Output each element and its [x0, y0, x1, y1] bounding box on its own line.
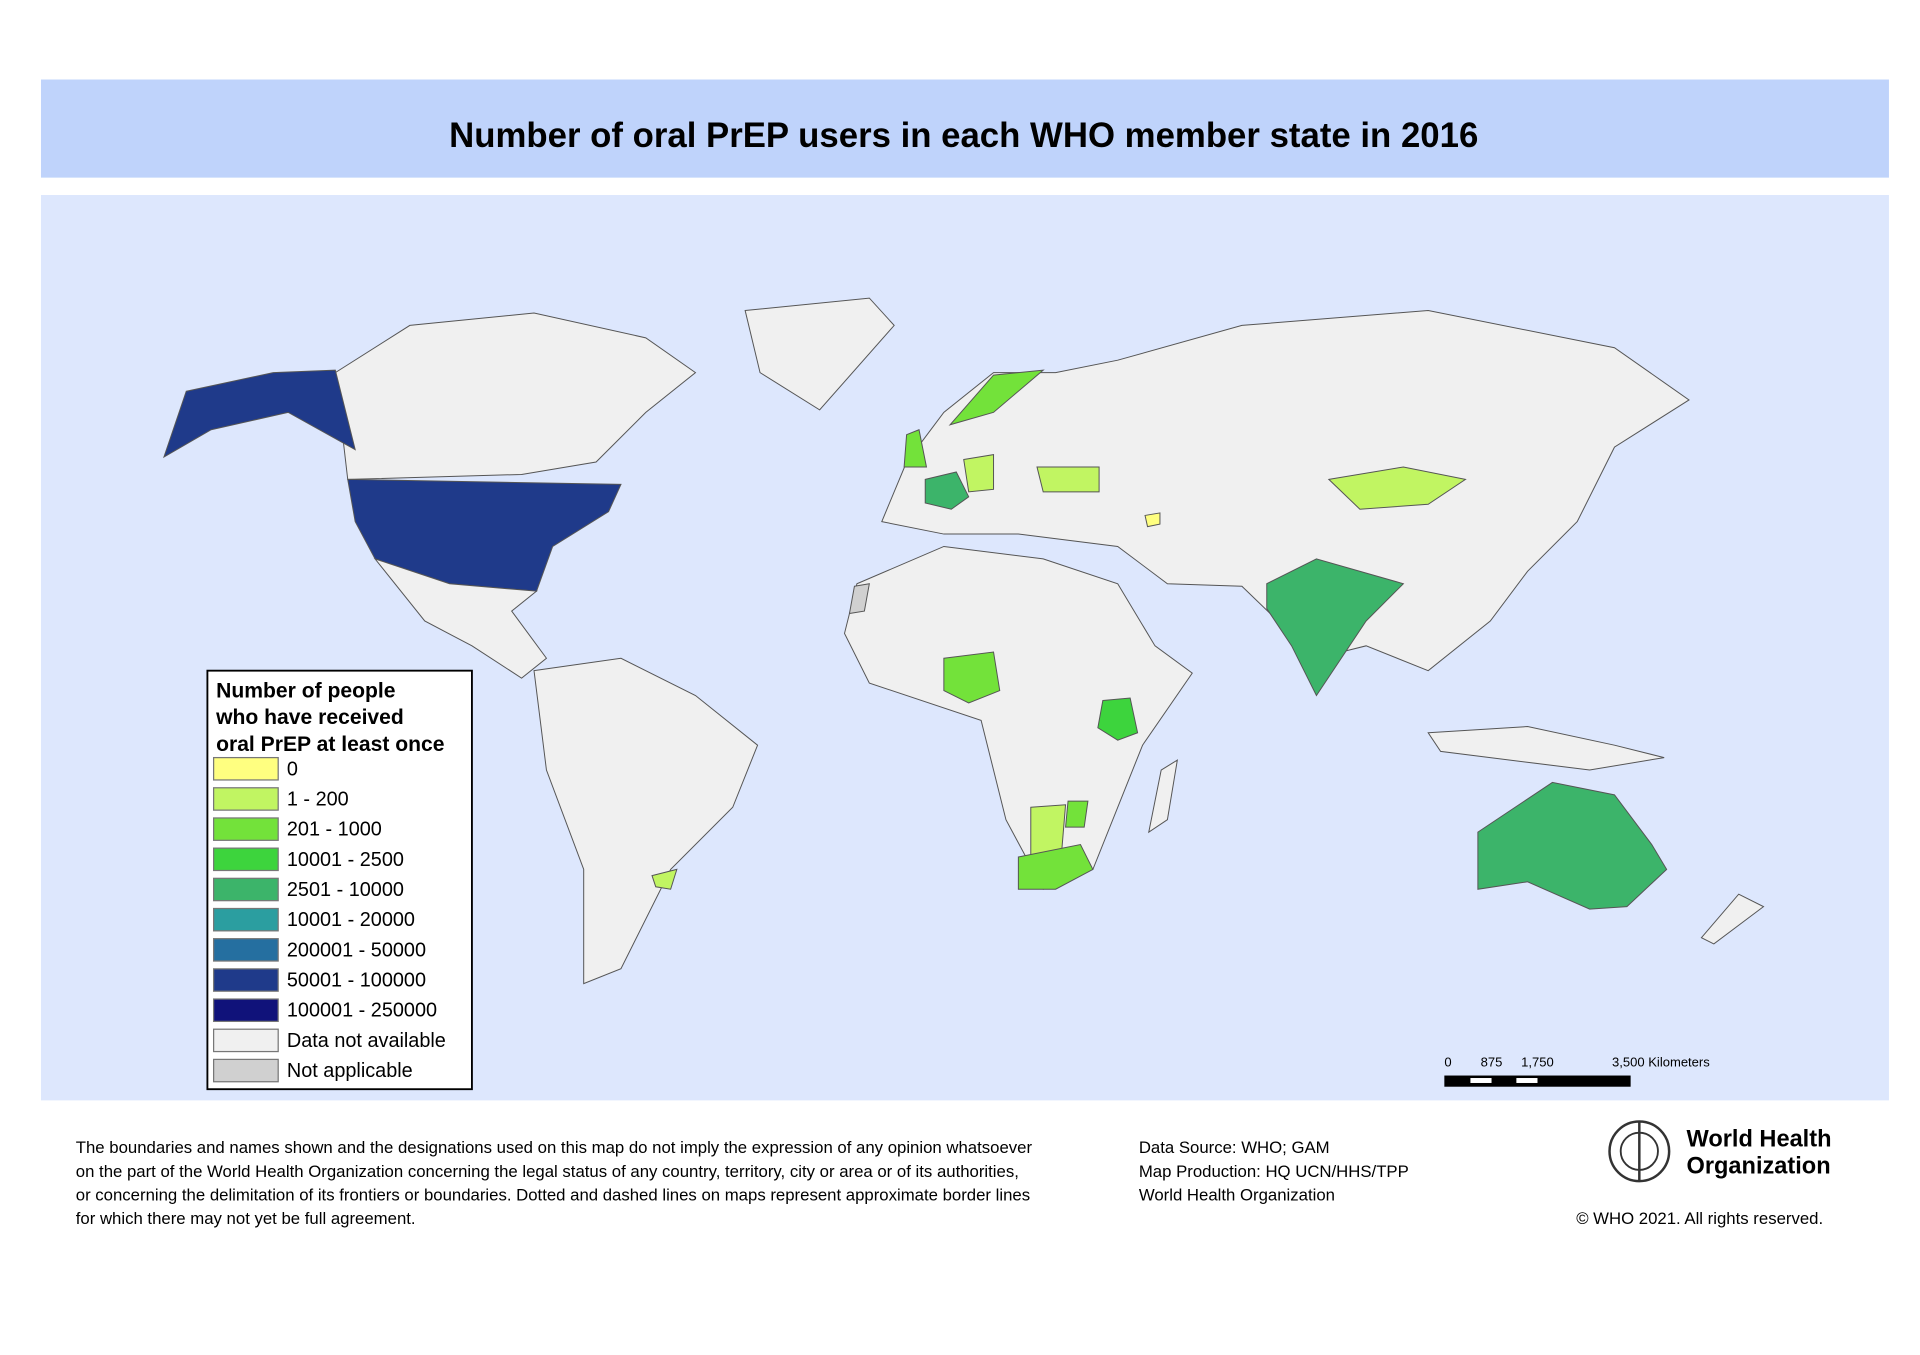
legend-swatch — [212, 1028, 279, 1053]
legend-swatch — [212, 1058, 279, 1083]
canada — [334, 312, 697, 480]
western-sahara — [848, 583, 870, 615]
disclaimer-line: or concerning the delimitation of its fr… — [76, 1185, 1030, 1204]
scale-label: 1,750 — [1521, 1055, 1554, 1070]
map — [163, 297, 1765, 985]
scale-bar-segment — [1516, 1078, 1538, 1083]
logo-text: Organization — [1687, 1153, 1831, 1179]
scale-label: 0 — [1444, 1055, 1451, 1070]
scale-bar: 0 875 1,750 3,500 Kilometers — [1444, 1055, 1710, 1087]
who-logo: World Health Organization — [1608, 1120, 1832, 1183]
france — [924, 471, 970, 510]
india — [1266, 558, 1405, 697]
zimbabwe — [1065, 800, 1089, 828]
legend-swatch — [212, 938, 279, 962]
legend-label: 10001 - 2500 — [287, 849, 404, 871]
scale-bar-segment — [1470, 1078, 1492, 1083]
alaska — [163, 369, 356, 459]
legend-label: 10001 - 20000 — [287, 909, 415, 931]
logo-text: World Health — [1687, 1125, 1832, 1151]
central-america — [373, 557, 548, 679]
germany — [963, 453, 995, 493]
scandinavia — [948, 369, 1045, 426]
disclaimer-line: The boundaries and names shown and the d… — [76, 1138, 1033, 1157]
mongolia — [1327, 466, 1467, 510]
united-kingdom — [903, 429, 928, 468]
legend-label: 201 - 1000 — [287, 819, 382, 841]
ukraine — [1036, 466, 1100, 493]
disclaimer-line: for which there may not yet be full agre… — [76, 1209, 416, 1228]
legend-label: 1 - 200 — [287, 788, 349, 810]
legend-label: Data not available — [287, 1030, 446, 1052]
legend-title: Number of people — [216, 679, 396, 702]
legend-title: who have received — [215, 706, 404, 729]
legend-swatch — [212, 877, 279, 902]
kenya — [1097, 697, 1139, 741]
nigeria — [943, 651, 1001, 704]
legend-swatch — [212, 907, 279, 932]
legend-swatch — [212, 756, 279, 781]
south-africa — [1017, 843, 1094, 890]
legend-title: oral PrEP at least once — [216, 733, 445, 756]
legend-label: Not applicable — [287, 1060, 413, 1082]
new-zealand — [1700, 893, 1765, 945]
australia — [1477, 781, 1668, 910]
legend-label: 2501 - 10000 — [287, 879, 404, 901]
legend-swatch — [212, 847, 279, 872]
scale-label: 875 — [1481, 1055, 1503, 1070]
copyright: © WHO 2021. All rights reserved. — [1576, 1209, 1823, 1228]
madagascar — [1148, 759, 1179, 834]
legend-label: 0 — [287, 758, 298, 780]
south-america — [533, 657, 759, 985]
uruguay — [651, 868, 678, 890]
legend-swatch — [212, 998, 279, 1023]
indonesia — [1427, 726, 1665, 771]
greenland — [744, 297, 895, 411]
legend-label: 200001 - 50000 — [287, 939, 426, 961]
legend-label: 100001 - 250000 — [287, 1000, 437, 1022]
title-band — [40, 79, 1889, 178]
legend: Number of people who have received oral Pr… — [206, 669, 473, 1091]
source-line: Data Source: WHO; GAM — [1139, 1138, 1330, 1157]
disclaimer-line: on the part of the World Health Organiza… — [76, 1162, 1019, 1181]
scale-label: 3,500 Kilometers — [1612, 1055, 1710, 1070]
legend-label: 50001 - 100000 — [287, 970, 426, 992]
legend-swatch — [212, 968, 279, 992]
armenia — [1144, 512, 1161, 528]
title: Number of oral PrEP users in each WHO me… — [449, 117, 1478, 155]
africa — [843, 545, 1193, 890]
source-line: Map Production: HQ UCN/HHS/TPP — [1139, 1162, 1409, 1181]
legend-swatch — [212, 787, 279, 811]
source-line: World Health Organization — [1139, 1185, 1335, 1204]
legend-swatch — [212, 817, 279, 841]
